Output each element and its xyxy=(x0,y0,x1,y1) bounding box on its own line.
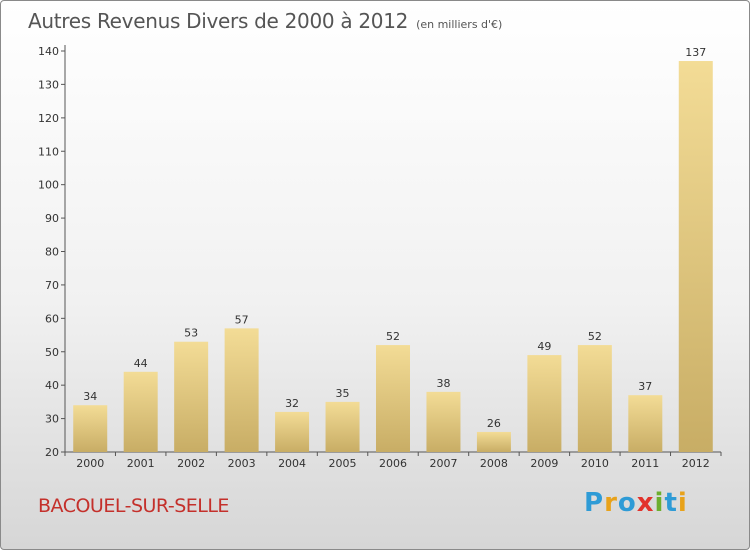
x-tick-label: 2011 xyxy=(631,457,659,470)
chart-title-text: Autres Revenus Divers de 2000 à 2012 xyxy=(28,9,409,33)
y-tick-label: 130 xyxy=(38,78,59,91)
x-tick-label: 2000 xyxy=(76,457,104,470)
logo-letter: o xyxy=(617,488,637,518)
bar xyxy=(426,391,461,452)
bar-value-label: 34 xyxy=(83,390,97,403)
bar xyxy=(174,341,209,452)
x-tick-label: 2002 xyxy=(177,457,205,470)
bar xyxy=(678,61,713,453)
y-tick-label: 110 xyxy=(38,145,59,158)
logo-letter: P xyxy=(584,488,605,518)
y-tick-label: 60 xyxy=(45,312,59,325)
x-tick-label: 2012 xyxy=(682,457,710,470)
y-tick-label: 50 xyxy=(45,346,59,359)
bar xyxy=(275,411,310,452)
bar xyxy=(527,355,562,452)
chart-title: Autres Revenus Divers de 2000 à 2012 (en … xyxy=(28,9,502,33)
bar-value-label: 49 xyxy=(537,340,551,353)
bar xyxy=(325,401,360,452)
x-tick-label: 2010 xyxy=(581,457,609,470)
x-tick-label: 2006 xyxy=(379,457,407,470)
logo-letter: t xyxy=(664,488,678,518)
proxiti-logo: Proxiti xyxy=(584,488,688,518)
logo-letter: x xyxy=(636,488,655,518)
y-tick-label: 70 xyxy=(45,279,59,292)
y-tick-label: 140 xyxy=(38,45,59,58)
bar-value-label: 37 xyxy=(638,380,652,393)
x-tick-label: 2004 xyxy=(278,457,306,470)
bar xyxy=(476,431,511,452)
bar-value-label: 26 xyxy=(487,417,501,430)
y-tick-label: 100 xyxy=(38,179,59,192)
bar-value-label: 32 xyxy=(285,397,299,410)
bar-value-label: 57 xyxy=(235,313,249,326)
y-tick-label: 120 xyxy=(38,112,59,125)
bar-value-label: 35 xyxy=(336,387,350,400)
y-tick-label: 90 xyxy=(45,212,59,225)
x-tick-label: 2009 xyxy=(530,457,558,470)
bar xyxy=(628,395,663,452)
x-tick-label: 2001 xyxy=(127,457,155,470)
bar xyxy=(376,345,410,452)
x-tick-label: 2008 xyxy=(480,457,508,470)
bar xyxy=(123,371,158,452)
chart-subtitle: (en milliers d'€) xyxy=(416,18,503,31)
logo-letter: i xyxy=(677,488,688,518)
bar-value-label: 38 xyxy=(436,377,450,390)
commune-name: BACOUEL-SUR-SELLE xyxy=(38,495,229,517)
bar-value-label: 44 xyxy=(134,357,148,370)
y-tick-label: 40 xyxy=(45,379,59,392)
logo-letter: i xyxy=(654,488,665,518)
bar-value-label: 53 xyxy=(184,327,198,340)
bar xyxy=(224,328,259,452)
bar xyxy=(73,405,108,452)
bar-value-label: 137 xyxy=(685,46,706,59)
x-tick-label: 2007 xyxy=(429,457,457,470)
y-tick-label: 20 xyxy=(45,446,59,459)
bar xyxy=(577,345,612,452)
logo-letter: r xyxy=(604,488,618,518)
chart-bars: 34 44 53 57 32 35 52 38 26 49 52 37 137 xyxy=(73,46,713,453)
x-tick-label: 2003 xyxy=(228,457,256,470)
y-tick-label: 30 xyxy=(45,413,59,426)
bar-value-label: 52 xyxy=(588,330,602,343)
bar-value-label: 52 xyxy=(386,330,400,343)
chart-axes: 20 30 40 50 60 70 80 90 100 110 120 130 140 2000 2001 2… xyxy=(38,45,722,470)
y-tick-label: 80 xyxy=(45,246,59,259)
x-tick-label: 2005 xyxy=(329,457,357,470)
